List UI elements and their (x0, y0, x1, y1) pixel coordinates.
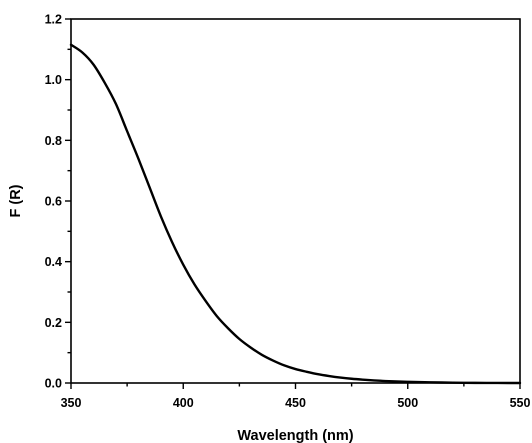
y-tick-label: 1.0 (45, 73, 62, 87)
plot-frame (70, 18, 521, 384)
y-tick-label: 0.8 (45, 134, 62, 148)
y-tick-label: 0.6 (45, 195, 62, 209)
x-axis-ticks (70, 383, 521, 389)
y-axis-ticks (65, 18, 71, 384)
x-axis-tick-labels: 350 400 450 500 550 (61, 396, 531, 410)
x-tick-label: 500 (397, 396, 418, 410)
x-tick-label: 550 (510, 396, 531, 410)
series-line (69, 43, 522, 385)
y-axis-tick-labels: 0.0 0.2 0.4 0.6 0.8 1.0 1.2 (45, 13, 62, 391)
y-tick-label: 0.0 (45, 377, 62, 391)
x-axis-title: Wavelength (nm) (237, 428, 353, 443)
y-tick-label: 0.4 (45, 255, 62, 269)
x-tick-label: 350 (61, 396, 82, 410)
y-axis-title: F (R) (8, 184, 24, 217)
y-tick-label: 0.2 (45, 316, 62, 330)
y-tick-label: 1.2 (45, 13, 62, 27)
x-tick-label: 400 (173, 396, 194, 410)
x-tick-label: 450 (285, 396, 306, 410)
